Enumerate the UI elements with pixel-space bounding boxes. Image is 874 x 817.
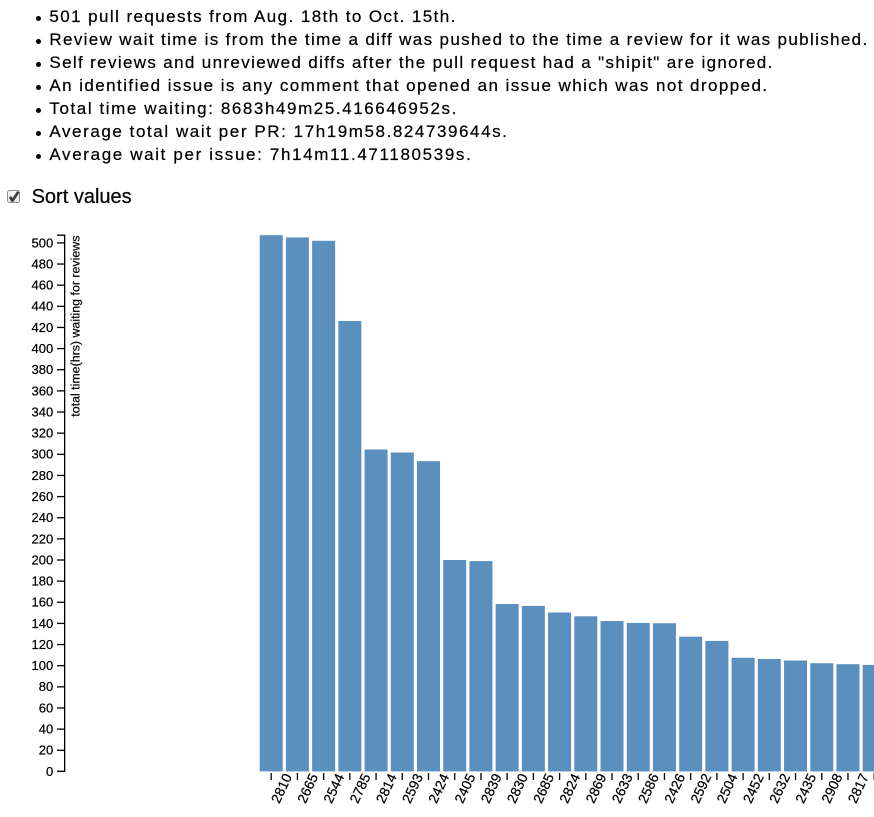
svg-text:500: 500	[31, 235, 53, 250]
svg-text:440: 440	[31, 299, 53, 314]
svg-text:480: 480	[31, 256, 53, 271]
svg-text:300: 300	[31, 447, 53, 462]
svg-text:400: 400	[31, 341, 53, 356]
svg-text:360: 360	[31, 383, 53, 398]
svg-text:2435: 2435	[793, 771, 820, 805]
svg-text:2544: 2544	[321, 771, 348, 805]
svg-text:120: 120	[31, 637, 53, 652]
svg-text:2426: 2426	[662, 771, 689, 805]
svg-text:2633: 2633	[609, 771, 636, 805]
svg-text:2452: 2452	[740, 771, 767, 805]
svg-text:total time(hrs) waiting for re: total time(hrs) waiting for reviews	[68, 236, 82, 417]
svg-text:2632: 2632	[766, 771, 793, 805]
svg-text:2824: 2824	[557, 771, 584, 805]
svg-text:220: 220	[31, 531, 53, 546]
svg-text:280: 280	[31, 468, 53, 483]
svg-text:2665: 2665	[295, 771, 322, 805]
svg-text:260: 260	[31, 489, 53, 504]
svg-text:2908: 2908	[819, 771, 846, 805]
svg-text:2424: 2424	[426, 771, 453, 805]
svg-text:2593: 2593	[399, 771, 426, 805]
svg-text:100: 100	[31, 658, 53, 673]
svg-text:420: 420	[31, 320, 53, 335]
svg-text:2405: 2405	[452, 771, 479, 805]
svg-text:2785: 2785	[347, 771, 374, 805]
svg-text:2504: 2504	[714, 771, 741, 805]
svg-text:20: 20	[39, 743, 53, 758]
svg-text:60: 60	[39, 700, 53, 715]
svg-text:2586: 2586	[635, 771, 662, 805]
svg-text:180: 180	[31, 574, 53, 589]
svg-text:340: 340	[31, 404, 53, 419]
svg-text:40: 40	[39, 722, 53, 737]
svg-text:2839: 2839	[478, 771, 505, 805]
svg-text:460: 460	[31, 278, 53, 293]
svg-text:2814: 2814	[373, 771, 400, 805]
svg-text:0: 0	[46, 764, 53, 779]
svg-text:2869: 2869	[583, 771, 610, 805]
svg-text:200: 200	[31, 552, 53, 567]
svg-text:320: 320	[31, 426, 53, 441]
svg-text:2810: 2810	[268, 771, 295, 805]
svg-text:2592: 2592	[688, 771, 715, 805]
svg-text:160: 160	[31, 595, 53, 610]
svg-text:2830: 2830	[504, 771, 531, 805]
svg-text:140: 140	[31, 616, 53, 631]
svg-text:2817: 2817	[845, 771, 872, 805]
svg-text:2685: 2685	[531, 771, 558, 805]
svg-text:80: 80	[39, 679, 53, 694]
svg-text:380: 380	[31, 362, 53, 377]
svg-text:240: 240	[31, 510, 53, 525]
